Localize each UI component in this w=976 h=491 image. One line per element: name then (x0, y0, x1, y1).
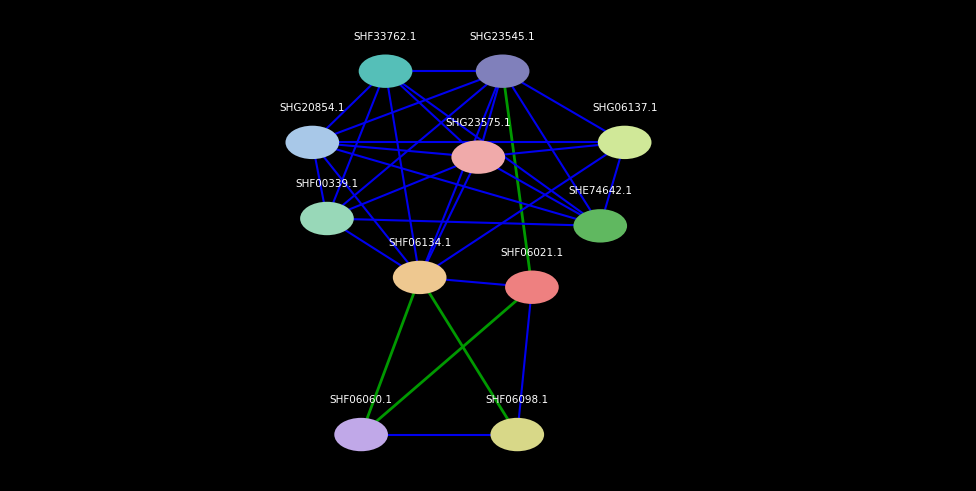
Ellipse shape (476, 55, 530, 88)
Ellipse shape (286, 126, 340, 159)
Text: SHF00339.1: SHF00339.1 (296, 179, 358, 189)
Ellipse shape (301, 202, 354, 235)
Ellipse shape (359, 55, 413, 88)
Ellipse shape (452, 140, 506, 174)
Ellipse shape (334, 418, 388, 451)
Text: SHF06021.1: SHF06021.1 (501, 248, 563, 258)
Ellipse shape (597, 126, 652, 159)
Ellipse shape (506, 271, 559, 304)
Text: SHG23575.1: SHG23575.1 (445, 118, 511, 128)
Ellipse shape (393, 261, 447, 294)
Text: SHG23545.1: SHG23545.1 (469, 32, 536, 42)
Text: SHE74642.1: SHE74642.1 (568, 187, 632, 196)
Text: SHF06098.1: SHF06098.1 (486, 395, 549, 405)
Text: SHG06137.1: SHG06137.1 (591, 103, 658, 113)
Text: SHF06060.1: SHF06060.1 (330, 395, 392, 405)
Text: SHF33762.1: SHF33762.1 (354, 32, 417, 42)
Text: SHF06134.1: SHF06134.1 (388, 238, 451, 248)
Ellipse shape (574, 209, 628, 243)
Ellipse shape (491, 418, 545, 451)
Text: SHG20854.1: SHG20854.1 (279, 103, 346, 113)
